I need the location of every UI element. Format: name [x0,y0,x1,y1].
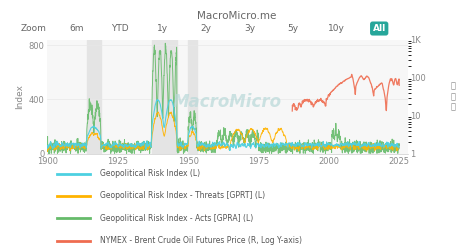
Text: Geopolitical Risk Index - Acts [GPRA] (L): Geopolitical Risk Index - Acts [GPRA] (L… [100,214,253,223]
Text: MacroMicro.me: MacroMicro.me [197,11,277,21]
Text: 漲
跨
幅: 漲 跨 幅 [450,82,455,112]
Text: 10y: 10y [328,24,345,33]
Text: 5y: 5y [287,24,298,33]
Text: 3y: 3y [244,24,255,33]
Text: 2y: 2y [201,24,212,33]
Text: 1y: 1y [157,24,168,33]
Text: Geopolitical Risk Index - Threats [GPRT] (L): Geopolitical Risk Index - Threats [GPRT]… [100,191,264,200]
Text: MacroMicro: MacroMicro [173,93,282,111]
Y-axis label: Index: Index [16,84,25,109]
Bar [87,40,101,154]
Bar [152,40,177,154]
Text: 6m: 6m [69,24,84,33]
Text: Zoom: Zoom [20,24,46,33]
Text: Geopolitical Risk Index (L): Geopolitical Risk Index (L) [100,169,200,178]
Text: All: All [373,24,386,33]
Bar [188,40,197,154]
Text: NYMEX - Brent Crude Oil Futures Price (R, Log Y-axis): NYMEX - Brent Crude Oil Futures Price (R… [100,236,301,245]
Text: YTD: YTD [111,24,128,33]
